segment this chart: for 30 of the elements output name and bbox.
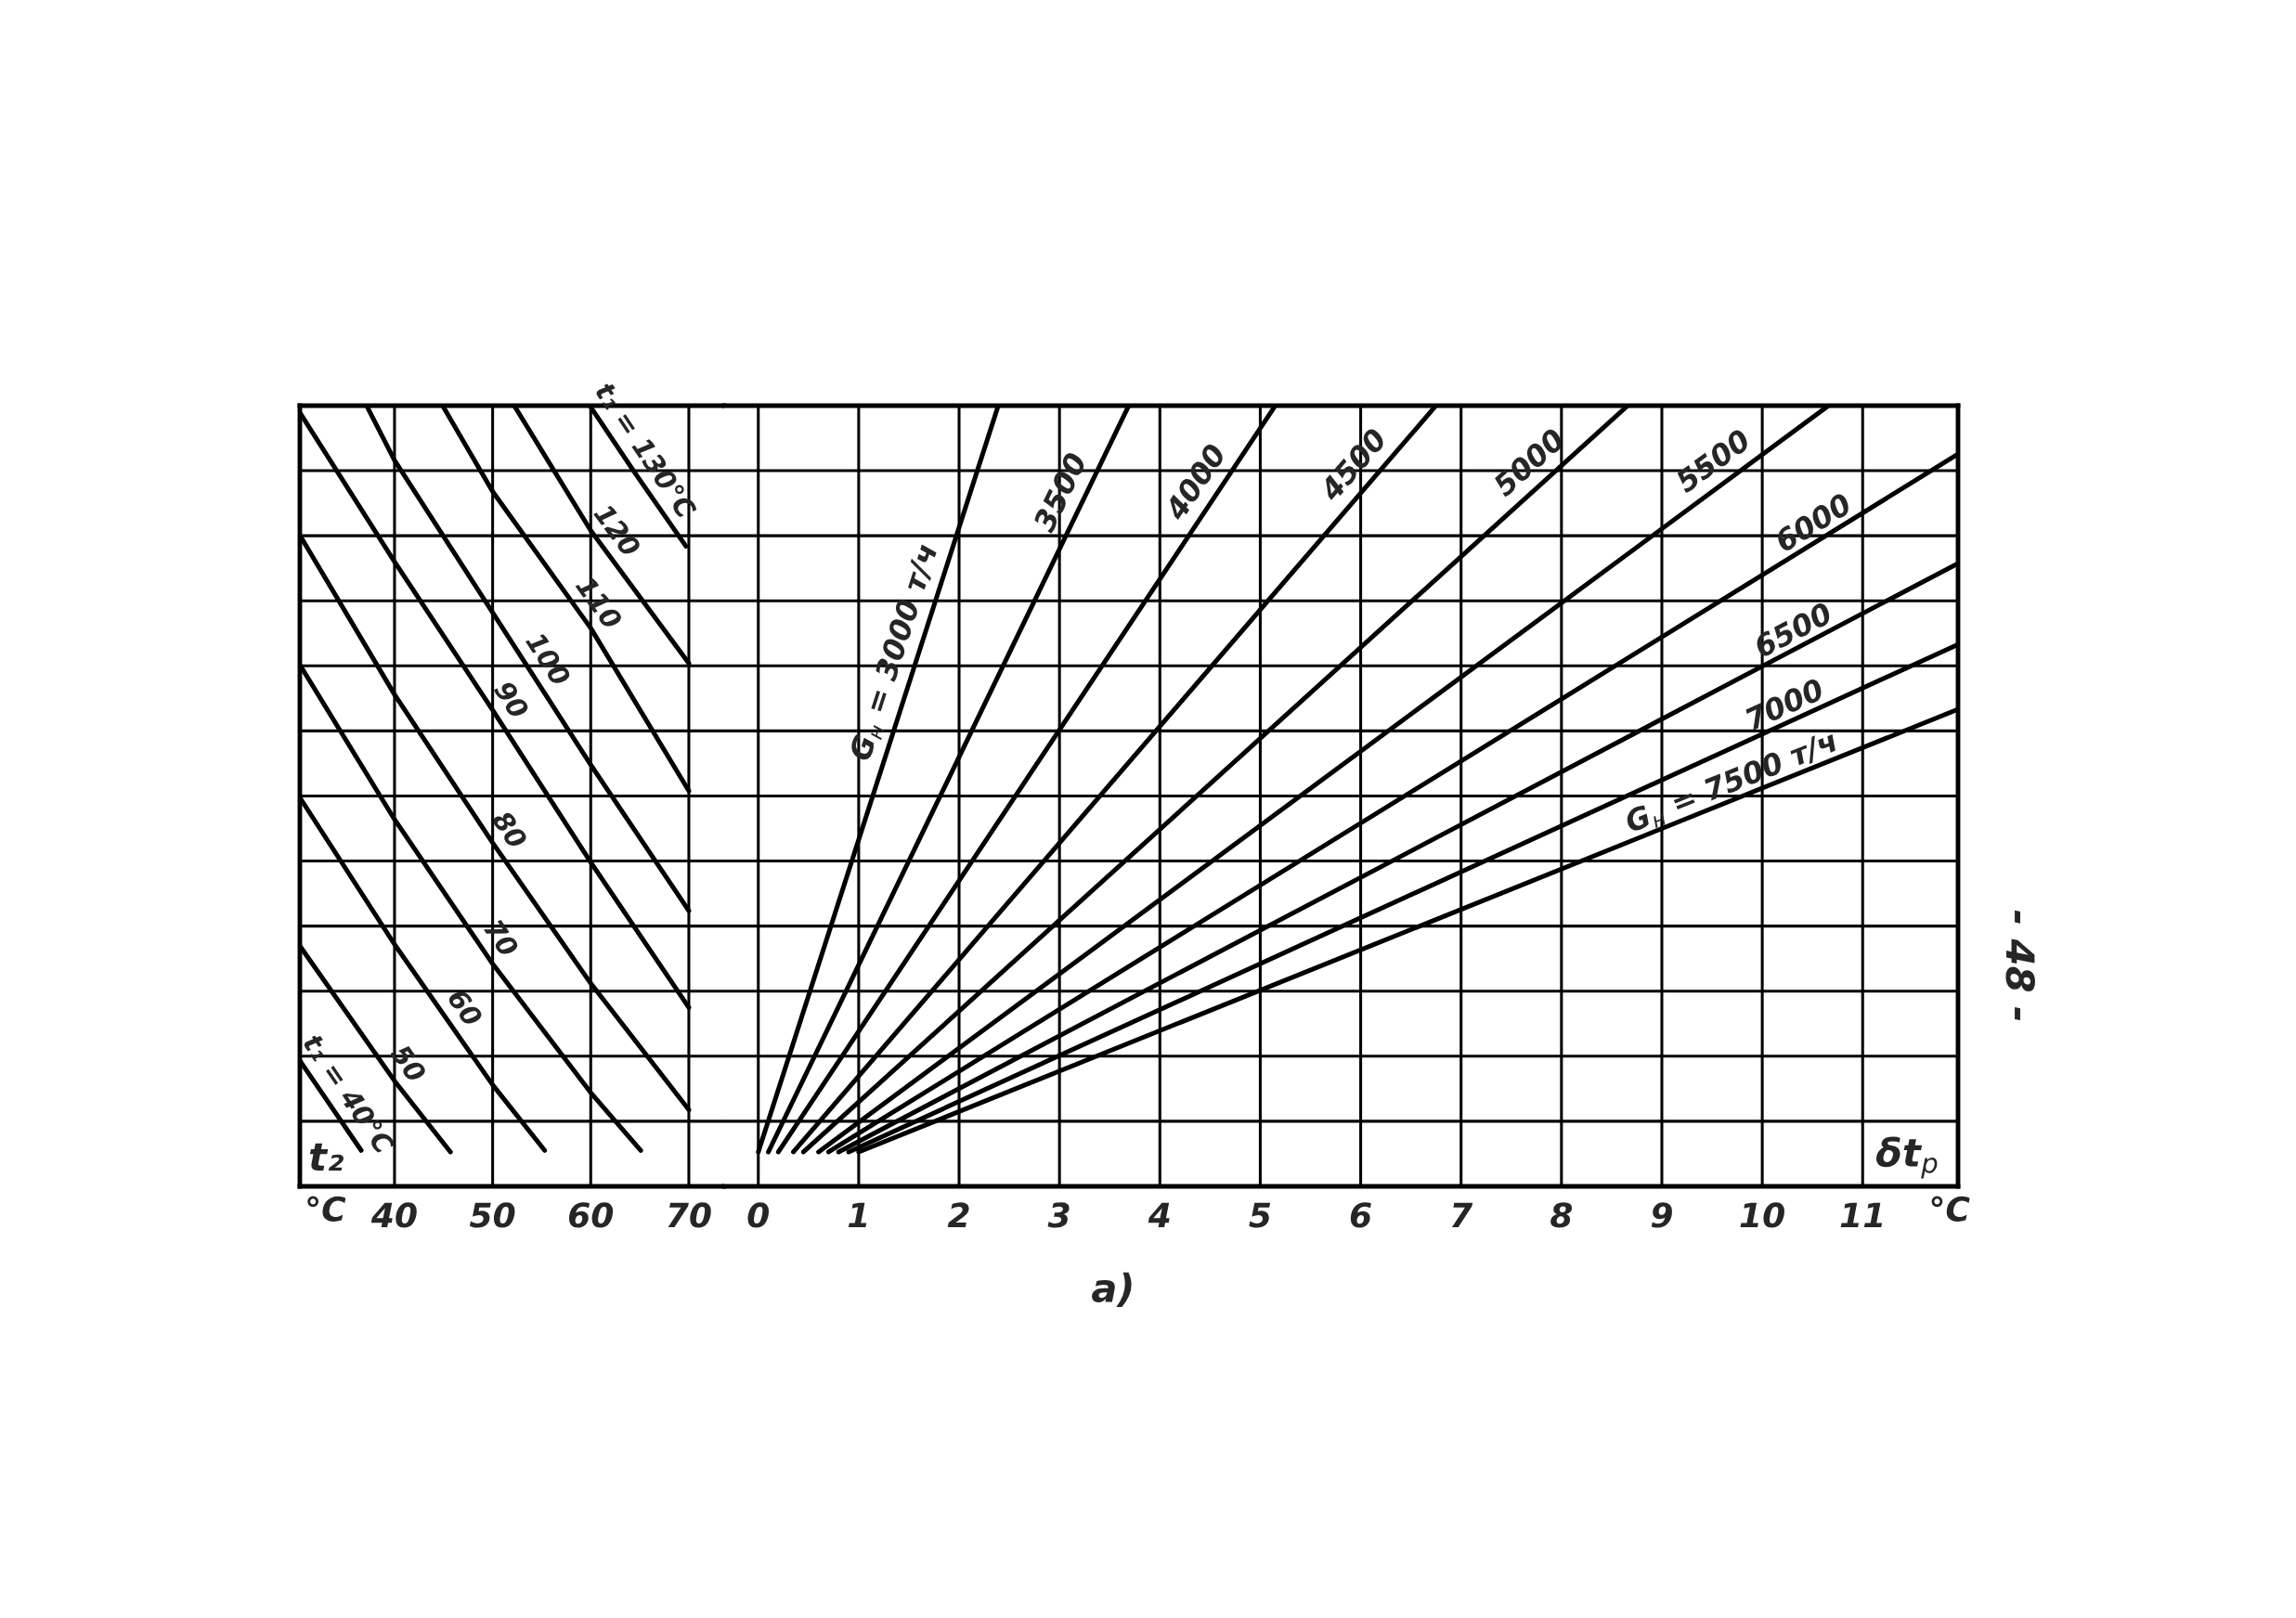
x-tick-label: 60	[568, 1202, 614, 1228]
x-tick-label: 3	[1047, 1202, 1070, 1228]
x-tick-label: 0	[747, 1202, 770, 1228]
x-tick-label: 11	[1840, 1202, 1883, 1228]
x-tick-label: 50	[469, 1202, 515, 1228]
text: 70	[483, 918, 520, 959]
x-tick-label: 8	[1550, 1202, 1573, 1228]
x-axis-title: °C	[1931, 1196, 1970, 1223]
x-tick-label: 40	[370, 1202, 417, 1228]
text: - 48 -	[2005, 910, 2035, 1021]
text: 80	[491, 809, 529, 850]
x-tick-label: 5	[1249, 1202, 1271, 1228]
x-tick-label: 9	[1651, 1202, 1672, 1228]
text: 90	[493, 679, 530, 720]
text: G$_{н}$ = 7500 т/ч	[1623, 729, 1840, 837]
annotation: δt$_{р}$	[1875, 1136, 1938, 1179]
text: 50	[389, 1042, 428, 1084]
x-tick-label: 7	[1451, 1202, 1473, 1228]
text: G$_{н}$ = 3000 т/ч	[848, 542, 942, 764]
x-tick-label: 10	[1740, 1202, 1784, 1228]
text: а)	[1092, 1272, 1132, 1307]
x-tick-label: 70	[668, 1202, 711, 1228]
annotation: t₂	[309, 1143, 344, 1171]
text: 3500	[1031, 450, 1088, 535]
x-tick-label: 6	[1350, 1202, 1371, 1228]
x-tick-label: 1	[848, 1202, 867, 1228]
x-axis-title: °C	[307, 1196, 346, 1223]
x-tick-label: 4	[1148, 1202, 1170, 1228]
text: 60	[447, 987, 484, 1029]
x-tick-label: 2	[947, 1202, 969, 1228]
